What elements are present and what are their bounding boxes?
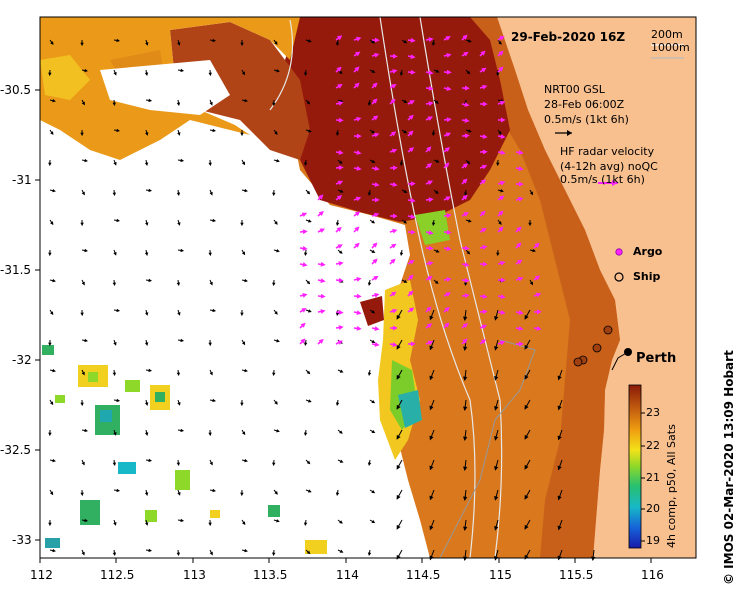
isobath-label-200m: 200m	[651, 28, 683, 41]
y-tick-label: -33	[12, 533, 32, 547]
colorbar-tick: 20	[646, 502, 660, 515]
x-tick-label: 115.5	[559, 568, 594, 582]
map-title: 29-Feb-2020 16Z	[511, 30, 626, 44]
x-tick-label: 115	[489, 568, 512, 582]
gsl-label-3: 0.5m/s (1kt 6h)	[544, 113, 629, 126]
isobath-label-1000m: 1000m	[651, 41, 690, 54]
y-tick-label: -30.5	[0, 83, 32, 97]
x-tick-label: 113.5	[253, 568, 288, 582]
x-tick-label: 114	[336, 568, 359, 582]
x-tick-label: 112.5	[100, 568, 135, 582]
sst-coastal-band	[440, 17, 620, 558]
ship-symbol	[614, 272, 624, 282]
hf-label-1: HF radar velocity	[560, 145, 655, 158]
colorbar-tick: 21	[646, 471, 660, 484]
gsl-label-1: NRT00 GSL	[544, 83, 605, 96]
gsl-current-vectors	[48, 38, 596, 562]
x-tick-label: 114.5	[406, 568, 441, 582]
x-tick-label: 116	[641, 568, 664, 582]
sst-warm-north	[285, 17, 510, 222]
axis-tick-marks	[35, 89, 652, 563]
land-area	[497, 17, 696, 558]
x-tick-label: 113	[183, 568, 206, 582]
colorbar-tick: 19	[646, 534, 660, 547]
x-tick-label: 112	[30, 568, 53, 582]
ship-marker	[573, 357, 583, 367]
y-tick-label: -31	[12, 173, 32, 187]
colorbar-tick: 23	[646, 406, 660, 419]
y-tick-label: -32	[12, 353, 32, 367]
offshore-pixels	[42, 345, 327, 554]
ship-marker	[603, 325, 613, 335]
colorbar	[628, 384, 642, 549]
gsl-label-2: 28-Feb 06:00Z	[544, 98, 625, 111]
isobath-lines	[269, 17, 503, 558]
ship-marker	[592, 343, 602, 353]
colorbar-tick: 22	[646, 439, 660, 452]
colorbar-title: 4h comp, p50, All Sats	[665, 424, 678, 548]
hf-radar-vectors	[299, 34, 542, 347]
plot-frame	[39, 16, 697, 559]
hf-label-3: 0.5m/s (1kt 6h)	[560, 173, 645, 186]
city-label-perth: Perth	[636, 351, 677, 366]
argo-symbol	[615, 248, 623, 256]
y-tick-label: -32.5	[0, 443, 32, 457]
hf-label-2: (4-12h avg) noQC	[560, 160, 658, 173]
credit-label: © IMOS 02-Mar-2020 13:09 Hobart	[722, 350, 736, 585]
y-tick-label: -31.5	[0, 263, 32, 277]
argo-label: Argo	[633, 245, 663, 258]
ship-label: Ship	[633, 270, 661, 283]
